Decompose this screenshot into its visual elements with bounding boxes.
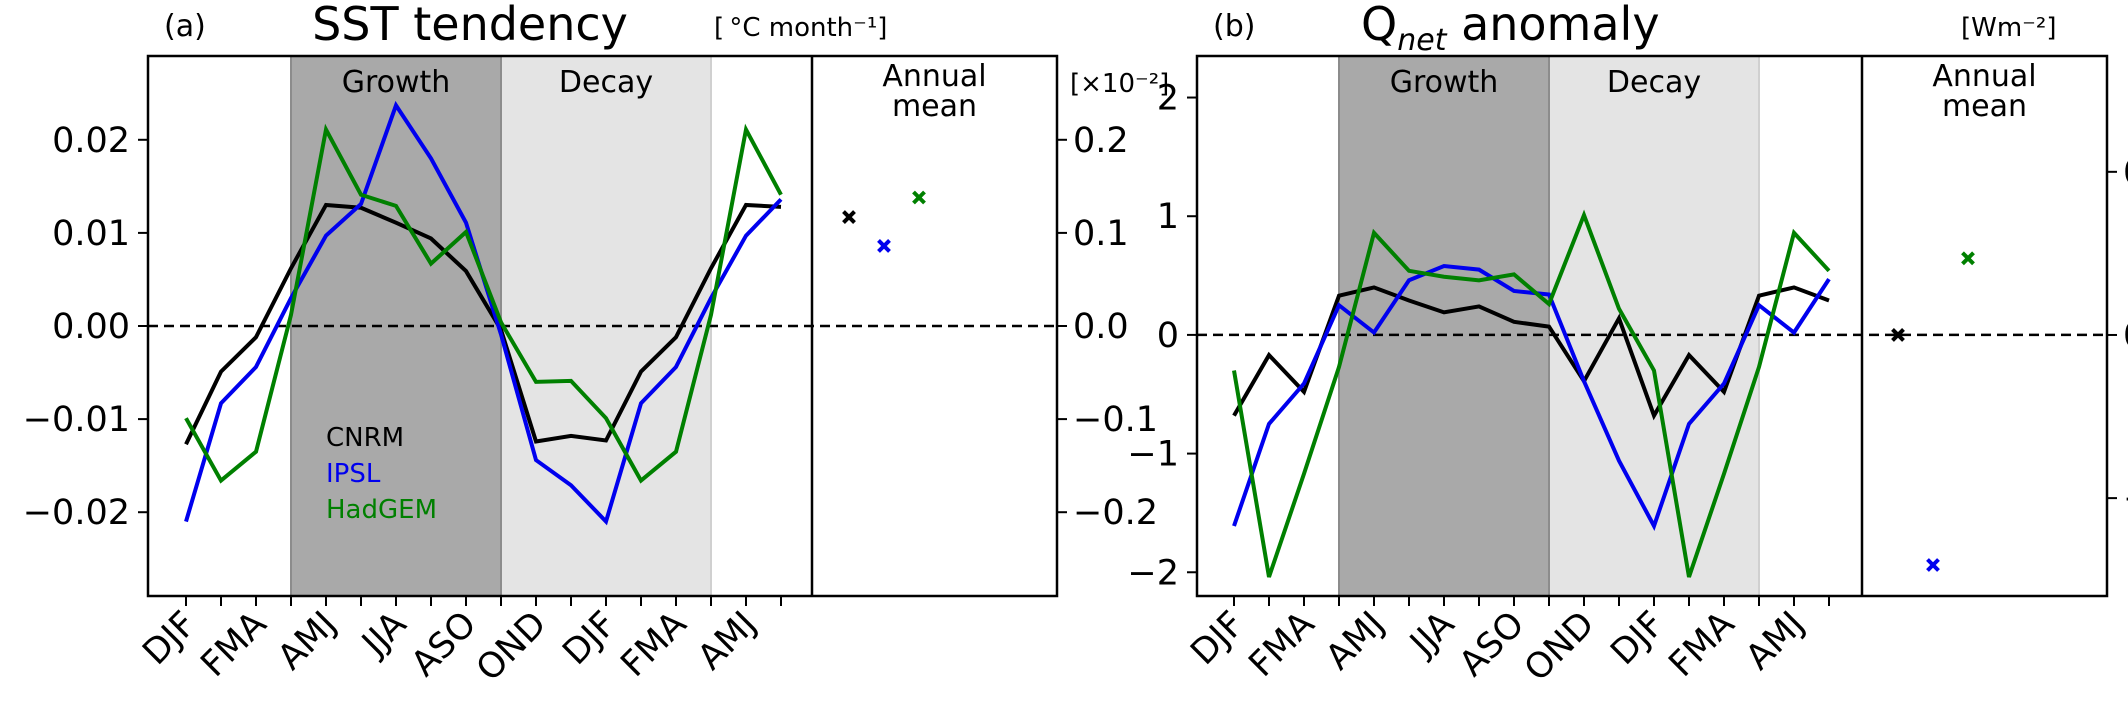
x-tick-label: AMJ: [1318, 604, 1392, 678]
marker-stroke: [1926, 558, 1940, 572]
marker-stroke: [842, 210, 856, 224]
annual-mean-marker-ipsl: [1926, 558, 1940, 572]
annual-mean-label-line1: Annual: [882, 59, 986, 94]
series-line-hadgem: [1232, 209, 1831, 578]
x-tick-label: DJF: [1183, 604, 1252, 673]
annual-mean-marker-cnrm: [842, 210, 856, 224]
decay-label: Decay: [1607, 65, 1701, 100]
panel-title: SST tendency: [312, 0, 628, 51]
left-y-tick-label: −0.02: [23, 493, 130, 533]
panel-label: (a): [164, 9, 206, 44]
right-axis-multiplier: [×10⁻²]: [1070, 69, 1169, 99]
decay-shade: [1549, 56, 1759, 596]
left-y-tick-label: −2: [1127, 553, 1179, 593]
right-y-tick-label: −0.1: [2123, 479, 2128, 519]
x-tick-label: FMA: [1242, 604, 1323, 685]
x-tick-label: OND: [469, 604, 554, 689]
left-y-tick-label: 2: [1157, 79, 1179, 119]
left-y-tick-label: 1: [1157, 197, 1179, 237]
x-tick-label: ASO: [1452, 604, 1532, 684]
marker-stroke: [1961, 251, 1975, 266]
x-tick-label: AMJ: [1738, 604, 1812, 678]
left-y-tick-label: 0: [1157, 316, 1179, 356]
annual-mean-label-line2: mean: [1942, 89, 2027, 124]
x-tick-label: OND: [1517, 604, 1602, 689]
units-label: [ °C month⁻¹]: [714, 13, 887, 43]
series-line-cnrm: [1232, 285, 1830, 421]
x-tick-label: DJF: [555, 604, 624, 673]
panel-title-main: Q: [1361, 0, 1397, 51]
left-y-tick-label: −1: [1127, 435, 1179, 475]
annual-mean-marker-cnrm: [1891, 328, 1905, 342]
annual-mean-marker-hadgem: [912, 190, 926, 205]
left-y-tick-label: 0.00: [52, 307, 130, 347]
x-tick-label: DJF: [1603, 604, 1672, 673]
decay-label: Decay: [559, 65, 653, 100]
marker-stroke: [1891, 328, 1905, 342]
right-y-tick-label: −0.2: [1073, 493, 1158, 533]
legend-entry-hadgem: HadGEM: [326, 495, 437, 525]
legend-entry-cnrm: CNRM: [326, 423, 404, 453]
annual-mean-label-line1: Annual: [1932, 59, 2036, 94]
growth-label: Growth: [1390, 65, 1499, 100]
panel-title-suffix: anomaly: [1446, 0, 1659, 51]
x-tick-label: FMA: [1662, 604, 1743, 685]
marker-stroke: [912, 190, 926, 205]
right-y-tick-label: 0.0: [2123, 316, 2128, 356]
x-tick-label: FMA: [194, 604, 275, 685]
right-y-tick-label: 0.1: [2123, 153, 2128, 193]
axes-frame: [1195, 54, 2109, 598]
right-y-tick-label: 0.2: [1073, 121, 1129, 161]
annual-mean-marker-ipsl: [877, 239, 891, 253]
panel-title-subscript: net: [1397, 23, 1447, 58]
growth-label: Growth: [342, 65, 451, 100]
right-y-tick-label: 0.1: [1073, 214, 1129, 254]
series-line-hadgem: [184, 123, 783, 484]
series-line-cnrm: [184, 202, 782, 446]
x-tick-label: AMJ: [690, 604, 764, 678]
annual-mean-marker-hadgem: [1961, 251, 1975, 266]
left-y-tick-label: 0.01: [52, 214, 130, 254]
growth-shade: [1339, 56, 1549, 596]
x-tick-label: AMJ: [270, 604, 344, 678]
panel-title: Qnet anomaly: [1361, 0, 1660, 58]
series-line-ipsl: [1232, 264, 1831, 531]
right-y-tick-label: −0.1: [1073, 400, 1158, 440]
x-tick-label: DJF: [135, 604, 204, 673]
panel-label: (b): [1213, 9, 1255, 44]
marker-stroke: [877, 239, 891, 253]
annual-mean-label-line2: mean: [892, 89, 977, 124]
x-tick-label: FMA: [614, 604, 695, 685]
units-label: [Wm⁻²]: [1961, 13, 2056, 43]
right-y-tick-label: 0.0: [1073, 307, 1129, 347]
legend-entry-ipsl: IPSL: [326, 459, 381, 489]
left-y-tick-label: 0.02: [52, 121, 130, 161]
left-y-tick-label: −0.01: [23, 400, 130, 440]
x-tick-label: ASO: [404, 604, 484, 684]
